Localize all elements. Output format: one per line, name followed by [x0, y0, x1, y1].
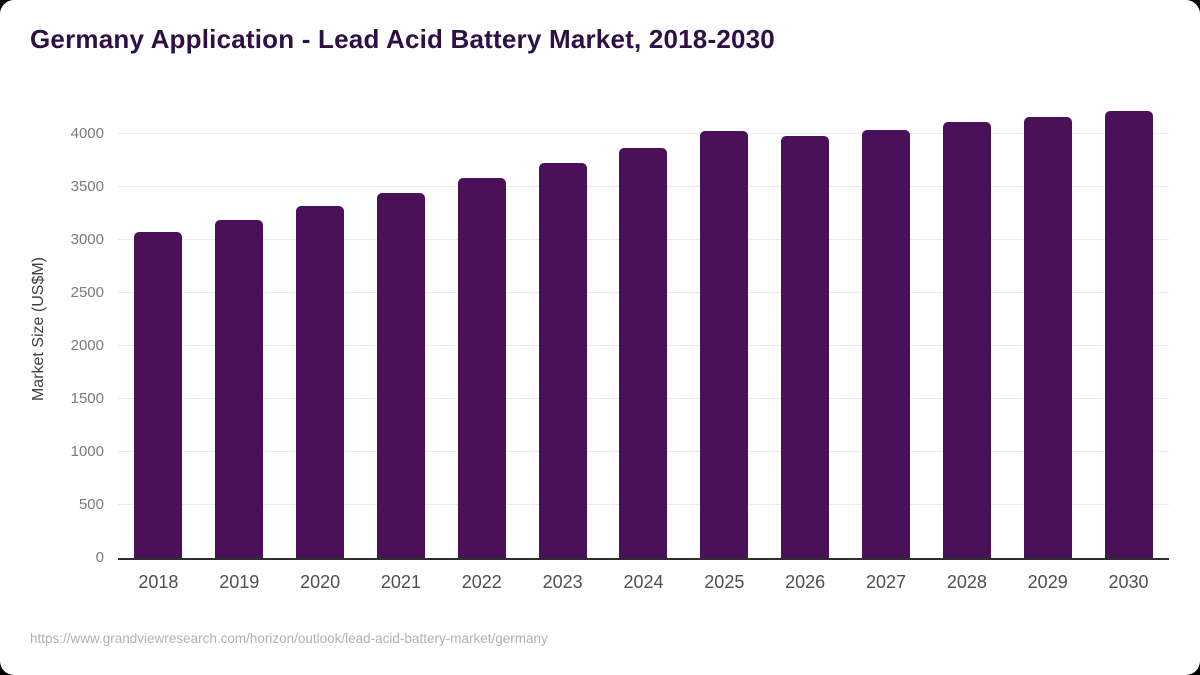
bar-2020 [296, 206, 345, 558]
bar-2030 [1104, 111, 1153, 558]
bar-slot [1088, 100, 1169, 558]
bars-row [118, 100, 1169, 558]
y-axis-label-wrap: Market Size (US$M) [22, 100, 56, 558]
bar-2019 [215, 219, 264, 558]
plot-area: 0 500 1000 1500 2000 2500 3000 3500 4000 [71, 100, 1169, 565]
bar-2023 [538, 162, 587, 558]
bar-slot [603, 100, 684, 558]
x-tick-label: 2023 [542, 572, 583, 592]
x-tick-label: 2020 [300, 572, 341, 592]
bar-2027 [862, 129, 911, 558]
y-tick-label: 500 [78, 496, 104, 513]
x-tick-label: 2024 [623, 572, 664, 592]
y-tick-label: 4000 [70, 124, 104, 142]
y-tick-label: 3000 [70, 230, 104, 248]
x-tick-label: 2030 [1108, 572, 1149, 592]
y-tick-label: 0 [95, 549, 104, 566]
y-tick-label: 1500 [70, 389, 104, 407]
y-tick-label: 2000 [70, 336, 104, 354]
bar-2025 [700, 130, 749, 558]
x-axis-labels: 2018 2019 2020 2021 2022 2023 2024 2025 2026 2027… [118, 560, 1169, 593]
bar-slot [926, 100, 1007, 558]
x-tick-label: 2022 [461, 572, 502, 592]
x-tick-label: 2027 [865, 572, 907, 592]
y-tick-label: 3500 [70, 177, 104, 195]
bar-2024 [619, 147, 668, 558]
bar-slot [1007, 100, 1088, 558]
x-tick-label: 2029 [1027, 572, 1068, 592]
bar-2026 [781, 136, 830, 558]
bar-2021 [376, 192, 425, 558]
bar-2029 [1023, 116, 1072, 558]
x-tick-label: 2018 [138, 572, 179, 592]
y-tick-label: 2500 [70, 283, 104, 301]
bar-slot [765, 100, 846, 558]
bar-slot [522, 100, 603, 558]
bar-slot [118, 100, 199, 558]
x-tick-label: 2021 [380, 572, 421, 592]
bar-slot [280, 100, 361, 558]
bar-slot [684, 100, 765, 558]
bar-slot [361, 100, 442, 558]
y-axis-label: Market Size (US$M) [30, 256, 47, 402]
source-url: https://www.grandviewresearch.com/horizo… [30, 631, 548, 646]
bar-2018 [134, 232, 183, 558]
x-tick-label: 2026 [785, 572, 826, 592]
x-tick-label: 2028 [946, 572, 987, 592]
gridline [118, 132, 1169, 134]
y-tick-label: 1000 [70, 442, 104, 460]
x-tick-label: 2019 [219, 572, 260, 592]
bar-slot [846, 100, 927, 558]
bar-2028 [942, 122, 991, 558]
chart-title: Germany Application - Lead Acid Battery … [30, 24, 775, 54]
bar-2022 [457, 178, 506, 558]
x-tick-label: 2025 [704, 572, 745, 592]
bar-slot [441, 100, 522, 558]
bar-slot [199, 100, 280, 558]
